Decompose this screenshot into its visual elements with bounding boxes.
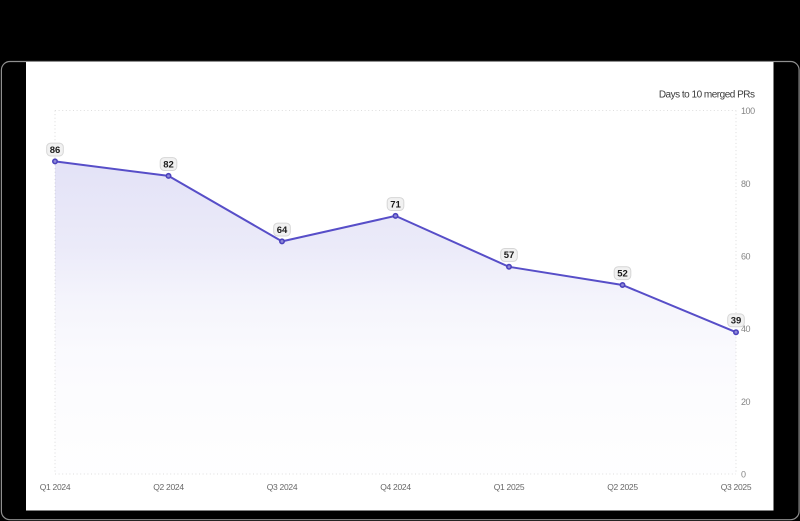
svg-text:100: 100 [741, 106, 755, 116]
svg-text:Q2 2025: Q2 2025 [607, 482, 638, 492]
svg-text:40: 40 [741, 324, 751, 334]
svg-text:Q2 2024: Q2 2024 [153, 482, 184, 492]
svg-text:Days to 10 merged PRs: Days to 10 merged PRs [659, 90, 755, 101]
svg-text:Q1 2024: Q1 2024 [40, 482, 71, 492]
svg-text:0: 0 [741, 470, 746, 480]
svg-text:71: 71 [390, 199, 401, 210]
svg-text:80: 80 [741, 179, 751, 189]
svg-text:Q1 2025: Q1 2025 [494, 482, 525, 492]
svg-text:39: 39 [731, 316, 742, 327]
svg-text:57: 57 [504, 250, 515, 261]
svg-text:82: 82 [163, 159, 174, 170]
svg-text:86: 86 [50, 145, 61, 156]
svg-text:60: 60 [741, 252, 751, 262]
svg-text:20: 20 [741, 397, 751, 407]
svg-text:Q3 2025: Q3 2025 [721, 482, 752, 492]
svg-text:64: 64 [277, 225, 288, 236]
svg-text:Q3 2024: Q3 2024 [267, 482, 298, 492]
svg-text:52: 52 [617, 268, 628, 279]
svg-text:Q4 2024: Q4 2024 [380, 482, 411, 492]
